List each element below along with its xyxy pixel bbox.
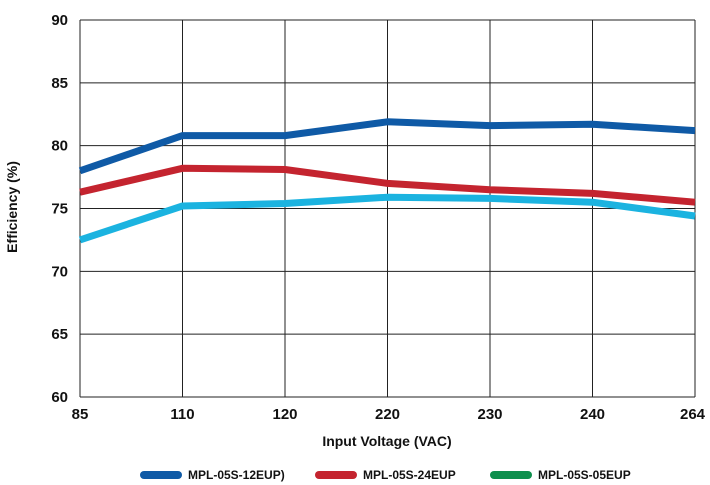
series-line-3 <box>78 193 696 244</box>
y-tick-label: 90 <box>51 12 68 29</box>
legend-swatch-2 <box>315 471 357 479</box>
x-tick-label: 85 <box>72 406 89 423</box>
legend-swatch-3 <box>490 471 532 479</box>
series-line-2 <box>79 164 696 206</box>
legend: MPL-05S-12EUP) MPL-05S-24EUP MPL-05S-05EUP <box>140 468 631 482</box>
y-tick-label: 70 <box>51 263 68 280</box>
x-tick-labels: 85 110 120 220 230 240 264 <box>72 406 706 423</box>
y-axis-title: Efficiency (%) <box>4 161 20 253</box>
x-tick-label: 110 <box>170 406 194 423</box>
y-tick-labels: 60 65 70 75 80 85 90 <box>51 12 68 406</box>
series-lines <box>78 118 696 244</box>
x-tick-label: 120 <box>272 406 297 423</box>
x-tick-label: 264 <box>680 406 706 423</box>
x-axis-title: Input Voltage (VAC) <box>322 433 451 449</box>
x-tick-label: 230 <box>477 406 502 423</box>
legend-swatch-1 <box>140 471 182 479</box>
legend-label-1: MPL-05S-12EUP) <box>188 468 285 482</box>
x-tick-label: 240 <box>580 406 605 423</box>
y-tick-label: 85 <box>51 75 68 92</box>
x-tick-label: 220 <box>375 406 400 423</box>
legend-label-3: MPL-05S-05EUP <box>538 468 631 482</box>
y-tick-label: 65 <box>51 326 68 343</box>
series-line-1 <box>78 118 696 175</box>
y-tick-label: 60 <box>51 389 68 406</box>
y-tick-label: 80 <box>51 138 68 155</box>
legend-label-2: MPL-05S-24EUP <box>363 468 456 482</box>
grid <box>79 19 696 398</box>
y-tick-label: 75 <box>51 201 68 218</box>
